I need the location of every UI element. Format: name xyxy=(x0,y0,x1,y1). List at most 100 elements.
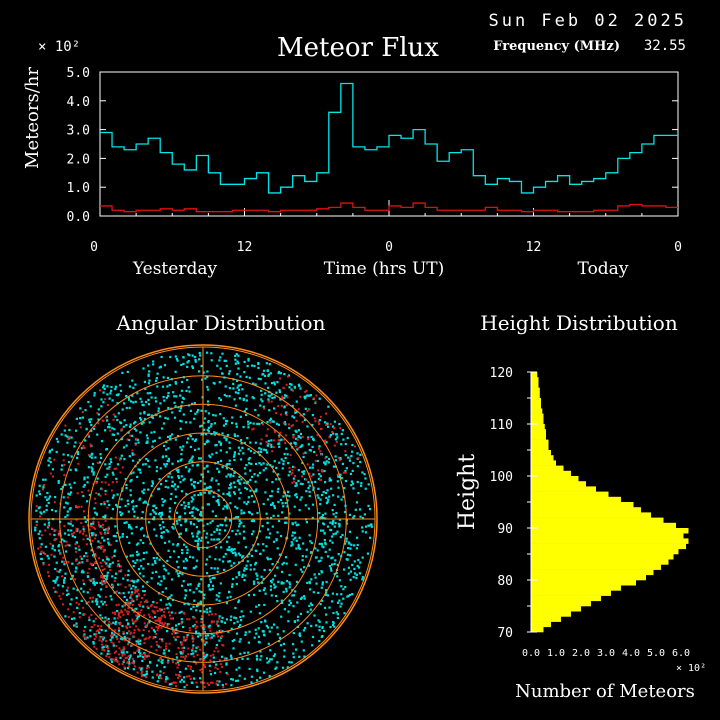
angular-point-cyan xyxy=(288,426,291,430)
angular-point-cyan xyxy=(225,395,228,398)
angular-point-cyan xyxy=(267,558,270,561)
angular-point-red xyxy=(67,616,70,618)
angular-point-cyan xyxy=(157,582,160,585)
flux-y-tick-label: 0.0 xyxy=(67,210,90,225)
angular-point-red xyxy=(215,682,218,685)
angular-point-cyan xyxy=(307,481,310,484)
angular-point-cyan xyxy=(155,400,158,403)
angular-point-cyan xyxy=(73,624,76,627)
angular-point-cyan xyxy=(232,647,235,650)
angular-point-cyan xyxy=(185,559,189,562)
angular-point-cyan xyxy=(69,486,73,489)
angular-point-cyan xyxy=(231,583,234,586)
angular-point-cyan xyxy=(78,561,81,564)
angular-point-red xyxy=(145,599,147,602)
angular-point-cyan xyxy=(167,572,170,575)
angular-point-cyan xyxy=(242,525,245,528)
angular-point-red xyxy=(153,612,156,615)
angular-point-cyan xyxy=(119,511,122,514)
angular-point-cyan xyxy=(233,638,236,642)
angular-point-cyan xyxy=(87,400,90,404)
angular-point-cyan xyxy=(150,577,153,580)
angular-point-cyan xyxy=(178,536,181,539)
angular-point-cyan xyxy=(289,382,292,386)
angular-point-cyan xyxy=(343,551,346,554)
angular-point-cyan xyxy=(136,554,139,557)
angular-point-cyan xyxy=(108,543,111,546)
angular-point-cyan xyxy=(249,564,252,567)
angular-point-cyan xyxy=(254,561,257,564)
angular-point-red xyxy=(82,447,85,450)
angular-point-cyan xyxy=(305,490,308,493)
angular-point-cyan xyxy=(266,463,269,466)
angular-point-cyan xyxy=(230,486,233,489)
angular-point-cyan xyxy=(194,539,197,542)
angular-point-cyan xyxy=(194,360,197,363)
angular-point-cyan xyxy=(114,535,117,538)
angular-point-cyan xyxy=(264,392,267,395)
angular-point-red xyxy=(201,671,203,674)
angular-point-red xyxy=(75,601,78,604)
angular-point-cyan xyxy=(162,564,165,567)
angular-point-cyan xyxy=(170,682,173,685)
angular-point-cyan xyxy=(207,470,210,473)
angular-point-cyan xyxy=(305,521,308,524)
angular-point-cyan xyxy=(212,634,215,637)
angular-point-cyan xyxy=(71,535,74,538)
angular-point-cyan xyxy=(179,459,182,462)
angular-point-cyan xyxy=(111,471,114,474)
angular-point-cyan xyxy=(138,572,142,575)
flux-chart-title: Meteor Flux xyxy=(277,33,439,63)
angular-point-red xyxy=(158,638,161,640)
angular-point-cyan xyxy=(291,523,294,526)
angular-point-cyan xyxy=(160,580,163,583)
angular-point-red xyxy=(117,613,120,616)
angular-point-cyan xyxy=(304,397,307,400)
height-bar xyxy=(531,580,636,586)
angular-point-cyan xyxy=(132,505,135,508)
angular-point-cyan xyxy=(51,448,54,451)
angular-point-cyan xyxy=(177,543,180,546)
angular-point-cyan xyxy=(340,432,343,435)
angular-point-cyan xyxy=(125,444,128,447)
angular-point-red xyxy=(126,661,129,664)
angular-point-red xyxy=(86,524,89,527)
angular-point-cyan xyxy=(104,629,107,632)
angular-point-cyan xyxy=(43,523,46,526)
angular-point-cyan xyxy=(134,383,137,386)
angular-point-red xyxy=(116,565,119,568)
angular-point-cyan xyxy=(154,512,157,515)
angular-point-cyan xyxy=(83,516,86,519)
height-bar xyxy=(531,382,539,388)
angular-point-cyan xyxy=(269,495,272,498)
angular-point-cyan xyxy=(61,560,64,563)
angular-point-red xyxy=(312,397,315,400)
angular-point-red xyxy=(131,603,134,606)
angular-point-cyan xyxy=(191,365,194,368)
angular-point-cyan xyxy=(82,613,85,616)
angular-point-cyan xyxy=(122,651,125,654)
angular-point-cyan xyxy=(89,405,92,408)
height-x-tick-label: 2.0 xyxy=(572,648,590,659)
angular-point-red xyxy=(76,563,79,566)
angular-point-red xyxy=(128,625,131,628)
angular-point-cyan xyxy=(219,523,222,526)
angular-point-cyan xyxy=(262,543,265,546)
angular-point-cyan xyxy=(242,615,245,618)
angular-point-cyan xyxy=(116,610,119,613)
angular-point-cyan xyxy=(348,459,351,462)
angular-point-cyan xyxy=(319,516,322,519)
angular-point-cyan xyxy=(57,545,60,548)
angular-point-cyan xyxy=(293,620,296,623)
angular-point-cyan xyxy=(196,481,200,485)
angular-point-cyan xyxy=(284,502,287,505)
angular-point-cyan xyxy=(215,598,218,601)
angular-point-cyan xyxy=(224,552,227,556)
angular-point-red xyxy=(209,669,211,672)
angular-point-cyan xyxy=(112,534,115,538)
angular-point-cyan xyxy=(229,654,233,657)
angular-point-cyan xyxy=(361,556,364,559)
angular-point-cyan xyxy=(326,489,329,492)
angular-point-cyan xyxy=(130,478,133,482)
angular-point-cyan xyxy=(290,388,293,391)
